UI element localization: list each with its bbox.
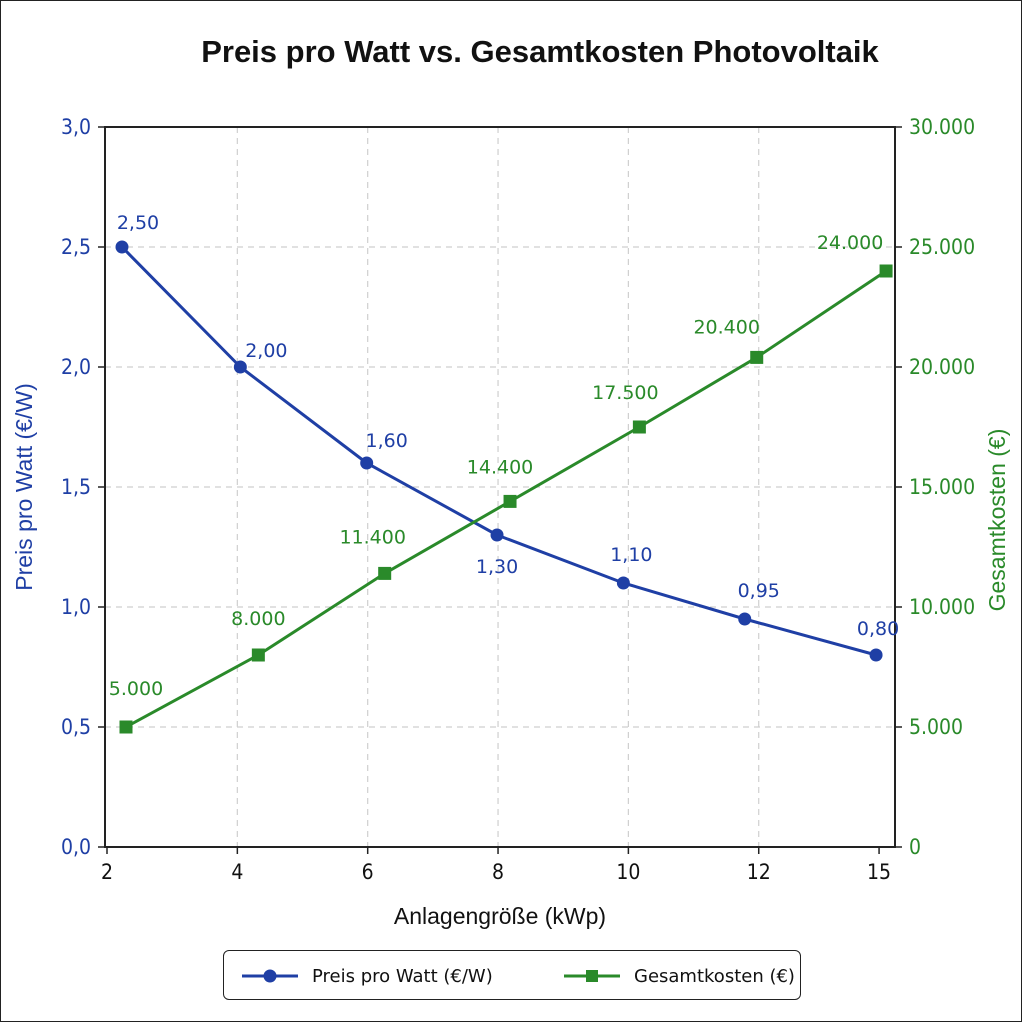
data-point-preis xyxy=(738,612,752,626)
y-left-tick-label: 0,5 xyxy=(61,715,91,739)
y-axis-right: 0 5.000 10.000 15.000 20.000 25.000 30.000 xyxy=(895,115,975,859)
y-axis-left: 0,0 0,5 1,0 1,5 2,0 2,5 3,0 xyxy=(61,115,105,859)
x-axis: 2 4 6 8 10 12 15 xyxy=(101,847,891,884)
x-tick-label: 4 xyxy=(231,860,243,884)
y-right-tick-label: 0 xyxy=(909,835,921,859)
y-right-tick-label: 15.000 xyxy=(909,475,975,499)
y-right-tick-label: 10.000 xyxy=(909,595,975,619)
data-label-preis: 2,00 xyxy=(245,340,287,362)
data-label-gesamtkosten: 5.000 xyxy=(109,678,163,700)
series: 2,50 2,00 1,60 1,30 1,10 0,95 0,80 5.000 8.000 11… xyxy=(109,212,899,734)
y-left-tick-label: 2,5 xyxy=(61,235,91,259)
grid xyxy=(105,127,895,847)
x-tick-label: 6 xyxy=(362,860,374,884)
y-axis-left-title: Preis pro Watt (€/W) xyxy=(11,383,37,590)
x-axis-title: Anlagengröße (kWp) xyxy=(394,903,606,929)
data-label-preis: 0,80 xyxy=(857,618,899,640)
y-right-tick-label: 25.000 xyxy=(909,235,975,259)
data-label-preis: 1,60 xyxy=(366,430,408,452)
data-point-preis xyxy=(869,648,883,662)
y-left-tick-label: 0,0 xyxy=(61,835,91,859)
data-point-preis xyxy=(616,576,630,590)
data-label-preis: 0,95 xyxy=(738,580,780,602)
x-tick-label: 2 xyxy=(101,860,113,884)
data-point-preis xyxy=(233,360,247,374)
data-label-gesamtkosten: 17.500 xyxy=(592,382,658,404)
y-left-tick-label: 1,0 xyxy=(61,595,91,619)
legend: Preis pro Watt (€/W) Gesamtkosten (€) xyxy=(223,950,801,1000)
data-label-gesamtkosten: 8.000 xyxy=(231,608,285,630)
chart-title: Preis pro Watt vs. Gesamtkosten Photovol… xyxy=(201,34,879,69)
x-tick-label: 15 xyxy=(867,860,891,884)
data-point-gesamtkosten xyxy=(879,264,893,278)
legend-marker-circle xyxy=(242,969,298,983)
data-point-gesamtkosten xyxy=(750,350,764,364)
legend-marker-square xyxy=(564,970,620,982)
x-tick-label: 12 xyxy=(747,860,771,884)
data-point-gesamtkosten xyxy=(119,720,133,734)
x-tick-label: 8 xyxy=(492,860,504,884)
data-label-preis: 2,50 xyxy=(117,212,159,234)
data-label-gesamtkosten: 20.400 xyxy=(693,316,759,338)
legend-item-gesamtkosten: Gesamtkosten (€) xyxy=(562,951,795,1001)
data-point-gesamtkosten xyxy=(251,648,265,662)
y-right-tick-label: 20.000 xyxy=(909,355,975,379)
data-point-preis xyxy=(490,528,504,542)
data-label-preis: 1,30 xyxy=(476,556,518,578)
legend-label-gesamtkosten: Gesamtkosten (€) xyxy=(634,965,795,987)
y-left-tick-label: 2,0 xyxy=(61,355,91,379)
data-point-preis xyxy=(360,456,374,470)
data-point-preis xyxy=(115,240,129,254)
x-tick-label: 10 xyxy=(616,860,640,884)
y-left-tick-label: 3,0 xyxy=(61,115,91,139)
data-label-gesamtkosten: 11.400 xyxy=(339,526,405,548)
y-right-tick-label: 5.000 xyxy=(909,715,963,739)
legend-item-preis: Preis pro Watt (€/W) xyxy=(240,951,493,1001)
data-label-gesamtkosten: 24.000 xyxy=(817,232,883,254)
legend-label-preis: Preis pro Watt (€/W) xyxy=(312,965,493,987)
data-label-preis: 1,10 xyxy=(610,544,652,566)
y-axis-right-title: Gesamtkosten (€) xyxy=(984,429,1010,612)
data-point-gesamtkosten xyxy=(378,566,392,580)
y-left-tick-label: 1,5 xyxy=(61,475,91,499)
y-right-tick-label: 30.000 xyxy=(909,115,975,139)
data-label-gesamtkosten: 14.400 xyxy=(467,456,533,478)
data-point-gesamtkosten xyxy=(632,420,646,434)
data-point-gesamtkosten xyxy=(503,494,517,508)
